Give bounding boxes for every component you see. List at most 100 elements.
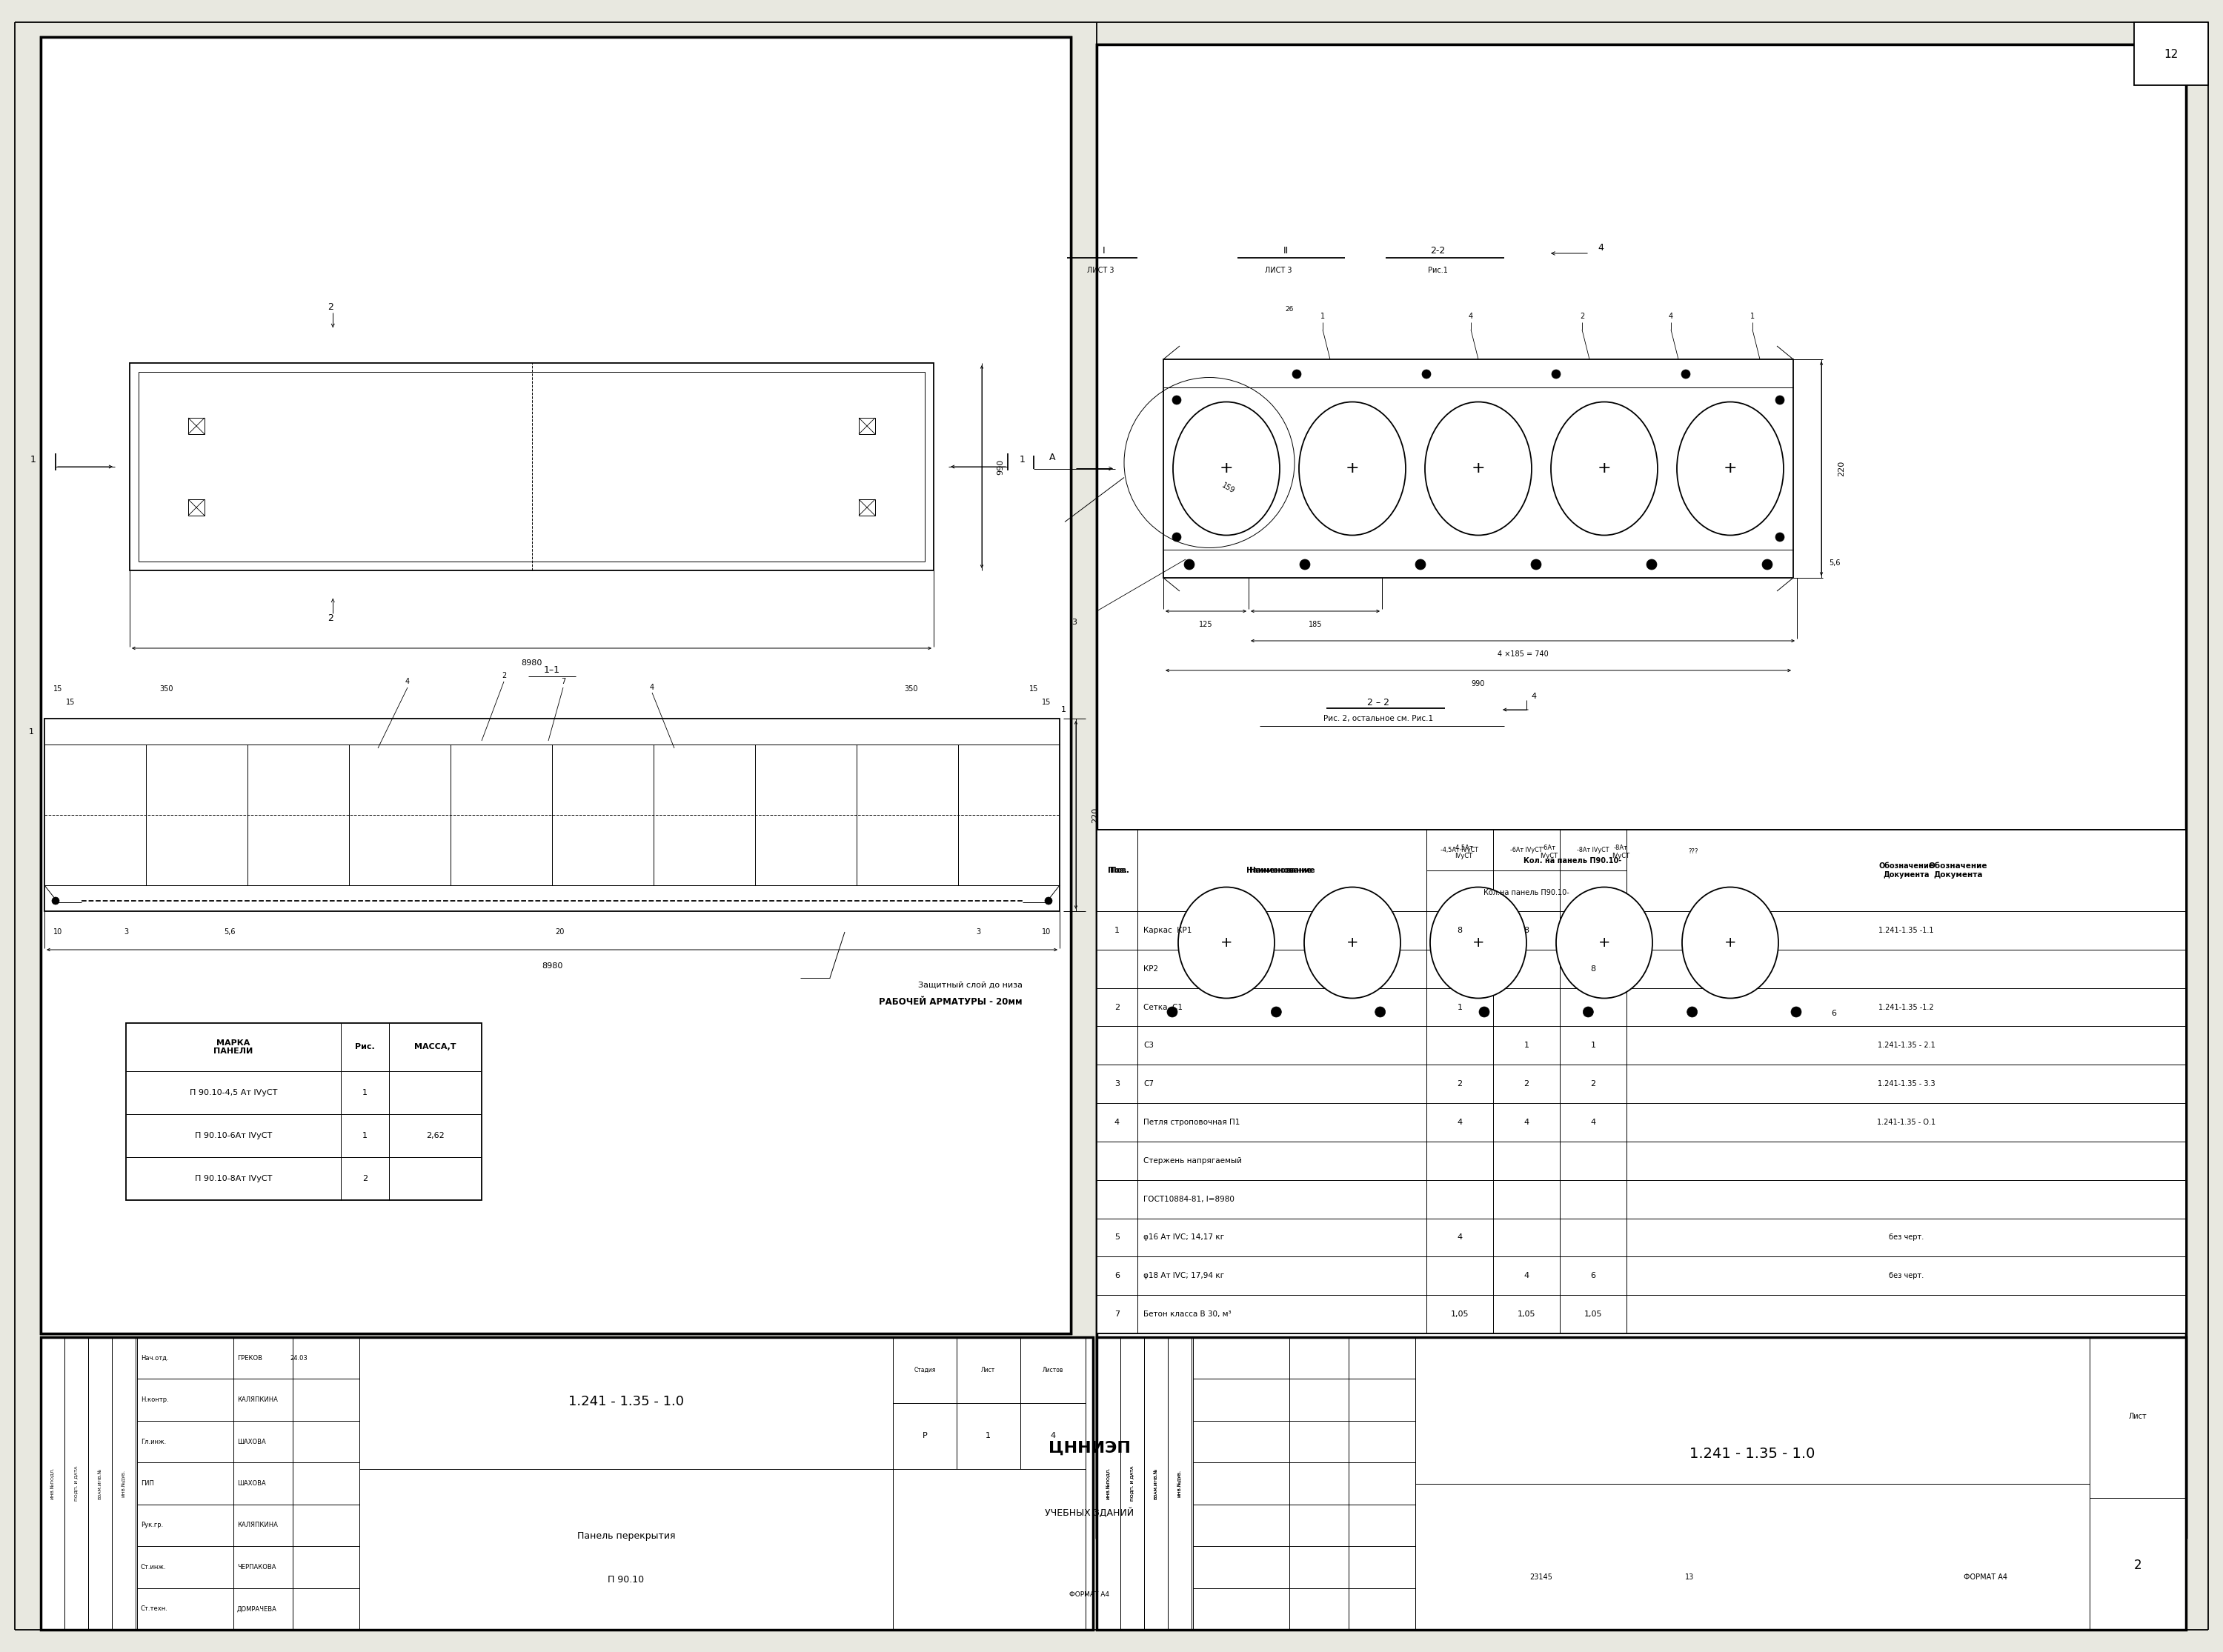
Text: С7: С7	[1143, 1080, 1154, 1087]
Text: ФОРМАТ А4: ФОРМАТ А4	[1965, 1573, 2007, 1581]
Text: 4: 4	[1523, 1272, 1529, 1280]
Text: 3: 3	[124, 928, 129, 935]
Text: 220: 220	[1091, 808, 1098, 823]
Text: Наименование: Наименование	[1247, 867, 1312, 874]
Text: 350: 350	[160, 686, 173, 692]
Text: 1–1: 1–1	[545, 666, 560, 676]
Text: ИНВ.№ПОДЛ.: ИНВ.№ПОДЛ.	[1107, 1467, 1112, 1500]
Text: 5,6: 5,6	[1830, 560, 1841, 567]
Text: 350: 350	[905, 686, 918, 692]
Text: 1: 1	[29, 729, 33, 735]
Text: 2: 2	[362, 1175, 367, 1183]
Bar	[40, 1336, 64, 1631]
Text: Петля строповочная П1: Петля строповочная П1	[1143, 1118, 1240, 1127]
Bar	[2134, 21, 2207, 86]
Text: 1.241-1.35 - 2.1: 1.241-1.35 - 2.1	[1878, 1042, 1934, 1049]
Text: 15: 15	[1043, 699, 1051, 705]
Text: -4,5Ат IVуСТ: -4,5Ат IVуСТ	[1441, 846, 1478, 852]
Text: ИНВ.№ДУБ.: ИНВ.№ДУБ.	[1178, 1470, 1183, 1497]
Text: 4: 4	[1523, 1118, 1529, 1127]
Bar	[1120, 1336, 1145, 1631]
Text: КАЛЯПКИНА: КАЛЯПКИНА	[238, 1521, 278, 1528]
Text: 1: 1	[1114, 927, 1120, 933]
Bar	[111, 1336, 136, 1631]
Text: ДОМРАЧЕВА: ДОМРАЧЕВА	[238, 1606, 278, 1612]
Text: Наименование: Наименование	[1249, 867, 1314, 874]
Text: 15: 15	[53, 686, 62, 692]
Text: 8980: 8980	[520, 659, 542, 667]
Text: 12: 12	[2163, 48, 2179, 59]
Ellipse shape	[1425, 401, 1532, 535]
Ellipse shape	[1174, 401, 1280, 535]
Bar	[1085, 1336, 1094, 1631]
Text: 2-2: 2-2	[1429, 246, 1445, 254]
Bar	[64, 1336, 89, 1631]
Text: Рук.гр.: Рук.гр.	[140, 1521, 162, 1528]
Text: 2: 2	[1456, 1080, 1463, 1087]
Text: ПОДП. И ДАТА: ПОДП. И ДАТА	[1129, 1465, 1134, 1502]
Circle shape	[1167, 1006, 1178, 1018]
Text: 1: 1	[31, 454, 36, 464]
Text: 1: 1	[985, 1432, 991, 1439]
Ellipse shape	[1298, 401, 1405, 535]
Bar	[40, 36, 1071, 1333]
Text: 185: 185	[1309, 621, 1323, 628]
Text: 1: 1	[1020, 454, 1025, 464]
Text: ИНВ.№ДУБ.: ИНВ.№ДУБ.	[1178, 1470, 1183, 1497]
Text: 1: 1	[1458, 1003, 1463, 1011]
Bar	[89, 1336, 111, 1631]
Text: Поз.: Поз.	[1109, 867, 1129, 874]
Text: 8: 8	[1523, 927, 1529, 933]
Bar	[129, 363, 934, 570]
Text: 4: 4	[1049, 1432, 1056, 1439]
Text: ИНВ.№ПОДЛ.: ИНВ.№ПОДЛ.	[51, 1467, 56, 1500]
Text: 1.241-1.35 - 3.3: 1.241-1.35 - 3.3	[1878, 1080, 1934, 1087]
Text: 4: 4	[1532, 692, 1536, 700]
Text: 6: 6	[1592, 1272, 1596, 1280]
Text: 220: 220	[1838, 461, 1845, 476]
Circle shape	[1172, 532, 1180, 542]
Bar	[44, 719, 1060, 912]
Text: ЧЕРПАКОВА: ЧЕРПАКОВА	[238, 1564, 276, 1571]
Text: 4: 4	[1589, 1118, 1596, 1127]
Text: 26: 26	[1285, 306, 1294, 312]
Text: 15: 15	[1029, 686, 1038, 692]
Text: 20: 20	[556, 928, 565, 935]
Text: ШАХОВА: ШАХОВА	[238, 1480, 267, 1487]
Text: 1: 1	[1060, 705, 1067, 714]
Text: +: +	[1723, 461, 1736, 476]
Text: ВЗАМ.ИНВ.№: ВЗАМ.ИНВ.№	[98, 1469, 102, 1498]
Bar	[1149, 876, 1163, 1009]
Ellipse shape	[1178, 887, 1274, 998]
Text: 10: 10	[1043, 928, 1051, 935]
Text: Нач.отд.: Нач.отд.	[140, 1355, 169, 1361]
Text: 1: 1	[1320, 312, 1325, 320]
Text: ПОДП. И ДАТА: ПОДП. И ДАТА	[1129, 1465, 1134, 1502]
Text: Рис.1: Рис.1	[1427, 266, 1447, 274]
Circle shape	[1763, 560, 1772, 570]
Text: С3: С3	[1143, 1042, 1154, 1049]
Text: Сетка  С1: Сетка С1	[1143, 1003, 1183, 1011]
Text: 4: 4	[405, 677, 409, 686]
Text: Стержень напрягаемый: Стержень напрягаемый	[1143, 1156, 1243, 1165]
Text: ИНВ.№ДУБ.: ИНВ.№ДУБ.	[122, 1470, 127, 1497]
Text: 2: 2	[1114, 1003, 1120, 1011]
Text: 4: 4	[1114, 1118, 1120, 1127]
Circle shape	[1687, 1006, 1698, 1018]
Text: 8: 8	[1456, 927, 1463, 933]
Text: -4,5Ат
IVуСТ: -4,5Ат IVуСТ	[1454, 844, 1474, 859]
Text: 1,05: 1,05	[1518, 1310, 1536, 1318]
Text: ЦННИЭП: ЦННИЭП	[1049, 1441, 1129, 1455]
Text: 1: 1	[362, 1089, 367, 1097]
Text: Гл.инж.: Гл.инж.	[140, 1439, 167, 1446]
Text: ГРЕКОВ: ГРЕКОВ	[238, 1355, 262, 1361]
Text: 23145: 23145	[1529, 1573, 1552, 1581]
Bar	[1096, 1336, 1120, 1631]
Bar	[1096, 45, 2185, 1536]
Text: 24.03: 24.03	[289, 1355, 307, 1361]
Circle shape	[1552, 370, 1561, 378]
Bar	[1163, 862, 1794, 1023]
Text: ПОДП. И ДАТА: ПОДП. И ДАТА	[76, 1465, 78, 1502]
Ellipse shape	[1676, 401, 1783, 535]
Circle shape	[1583, 1006, 1594, 1018]
